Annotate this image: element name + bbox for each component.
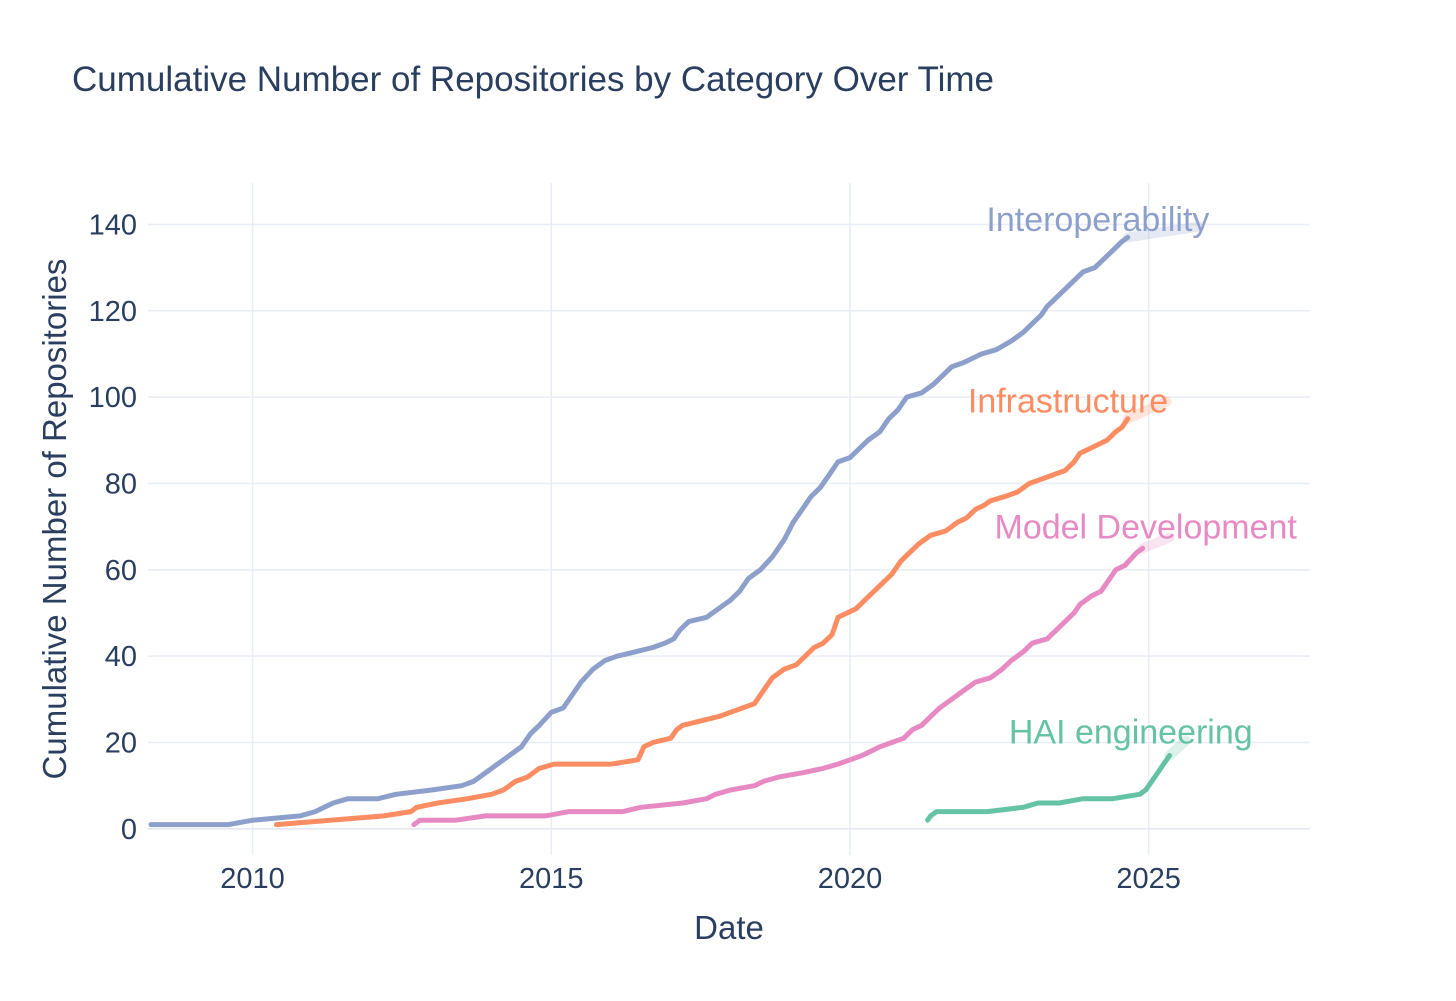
x-tick-label: 2015 [519, 863, 584, 895]
x-tick-label: 2020 [818, 863, 883, 895]
series-line-infrastructure[interactable] [273, 416, 1131, 828]
y-tick-label: 140 [89, 209, 137, 241]
gridlines [148, 183, 1310, 855]
x-axis-title: Date [694, 909, 764, 946]
y-tick-label: 60 [105, 555, 137, 587]
series-model-development: Model Development [411, 509, 1298, 828]
series-label-infrastructure: Infrastructure [968, 383, 1168, 421]
y-tick-label: 40 [105, 641, 137, 673]
chart-title: Cumulative Number of Repositories by Cat… [72, 60, 995, 99]
y-tick-labels: 0 20 40 60 80 100 120 140 [89, 209, 137, 845]
series-leader-infrastructure [1122, 396, 1172, 424]
y-tick-label: 100 [89, 382, 137, 414]
y-tick-label: 80 [105, 468, 137, 500]
y-tick-label: 0 [121, 814, 137, 846]
series-line-model-development[interactable] [411, 545, 1146, 828]
y-axis-title: Cumulative Number of Repositories [36, 258, 73, 780]
series-hai-engineering: HAI engineering [925, 714, 1253, 823]
series-line-interoperability[interactable] [148, 234, 1131, 828]
series-line-hai-engineering[interactable] [925, 753, 1173, 823]
series-leader-interoperability [1122, 221, 1205, 243]
series-interoperability: Interoperability [148, 201, 1209, 828]
series-label-hai-engineering: HAI engineering [1009, 714, 1253, 752]
series-leader-model-development [1137, 532, 1175, 554]
series-label-interoperability: Interoperability [986, 201, 1209, 239]
y-tick-label: 120 [89, 296, 137, 328]
series-label-model-development: Model Development [995, 509, 1298, 547]
y-tick-label: 20 [105, 728, 137, 760]
x-tick-labels: 2010 2015 2020 2025 [220, 863, 1181, 895]
series-infrastructure: Infrastructure [273, 383, 1172, 828]
x-tick-label: 2025 [1116, 863, 1181, 895]
x-tick-label: 2010 [220, 863, 285, 895]
series-leader-hai-engineering [1164, 735, 1191, 761]
